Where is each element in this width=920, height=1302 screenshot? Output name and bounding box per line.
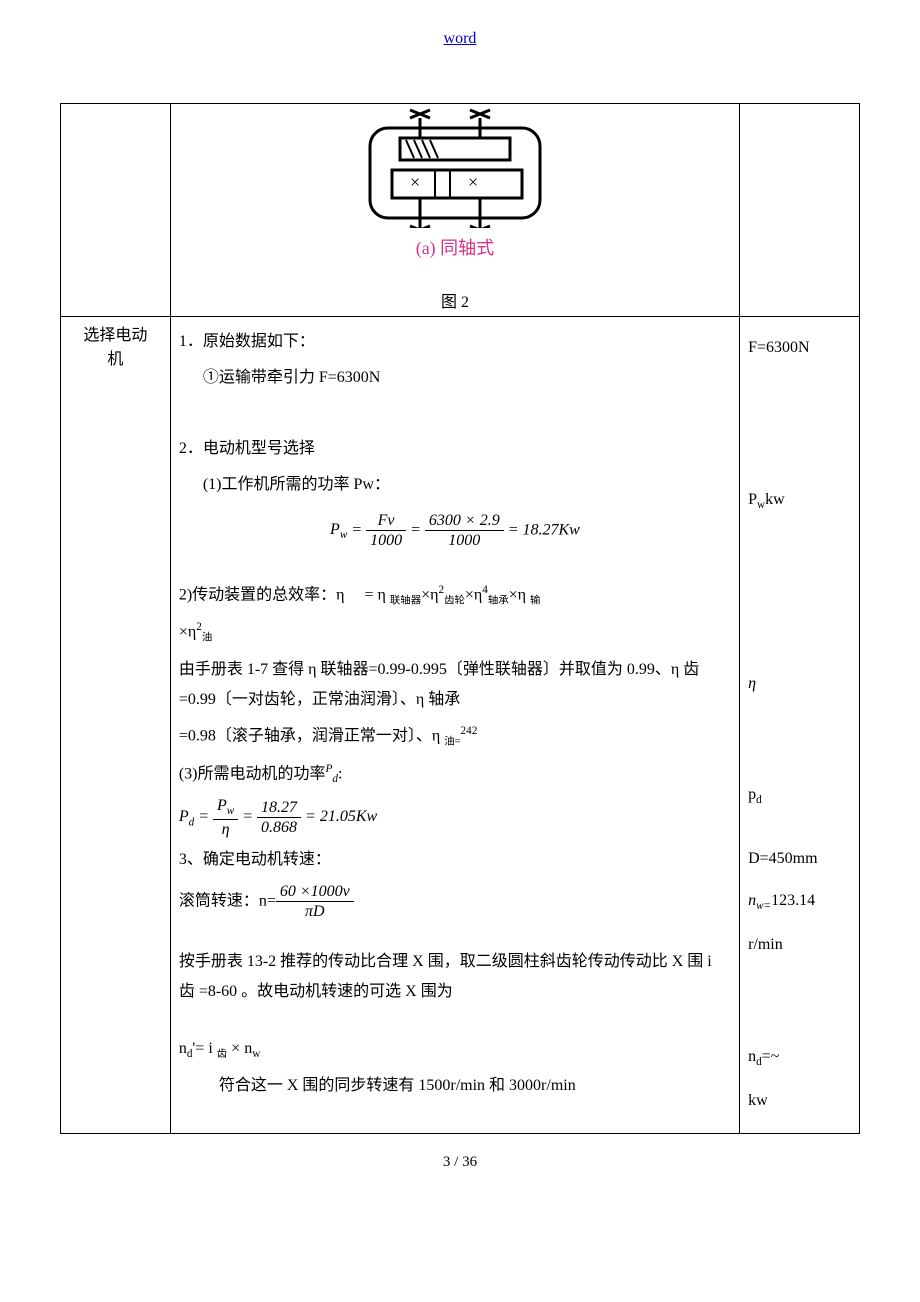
pd-formula: Pd = Pwη = 18.270.868 = 21.05Kw <box>179 796 731 839</box>
p-nd-formula: nd'= i 齿 × nw <box>179 1034 731 1065</box>
p-original-data: 1．原始数据如下： <box>179 327 731 357</box>
row2-col-right: F=6300N Pwkw η pd D=450mm nw=123.14 r/mi… <box>740 317 860 1134</box>
p-force: ①运输带牵引力 F=6300N <box>179 363 731 393</box>
r-force: F=6300N <box>748 335 851 361</box>
section-heading-line1: 选择电动 <box>69 321 162 345</box>
header-link[interactable]: word <box>60 30 860 48</box>
p-pd-label: (3)所需电动机的功率Pd: <box>179 759 731 791</box>
r-eta: η <box>748 671 851 697</box>
r-d: D=450mm <box>748 846 851 872</box>
page-footer: 3 / 36 <box>60 1154 860 1171</box>
gearbox-diagram-icon: × × <box>350 108 560 228</box>
row1-col-right <box>740 104 860 317</box>
r-rmin: r/min <box>748 932 851 958</box>
p-power-pw: (1)工作机所需的功率 Pw： <box>179 470 731 500</box>
figure-caption: (a) 同轴式 <box>179 234 731 260</box>
p-speed: 3、确定电动机转速： <box>179 845 731 875</box>
r-pw: Pwkw <box>748 487 851 515</box>
p-efficiency-cont: ×η2油 <box>179 617 731 648</box>
row2-col-mid: 1．原始数据如下： ①运输带牵引力 F=6300N 2．电动机型号选择 (1)工… <box>170 317 739 1134</box>
section-heading-line2: 机 <box>69 345 162 369</box>
svg-text:×: × <box>410 172 420 192</box>
p-ratio: 按手册表 13-2 推荐的传动比合理 X 围，取二级圆柱斜齿轮传动传动比 X 围… <box>179 947 731 1008</box>
figure-label: 图 2 <box>179 288 731 312</box>
r-kw: kw <box>748 1088 851 1114</box>
p-motor-select: 2．电动机型号选择 <box>179 434 731 464</box>
r-nw: nw=123.14 <box>748 888 851 916</box>
row2-col-left: 选择电动 机 <box>61 317 171 1134</box>
r-nd: nd=~ <box>748 1044 851 1072</box>
svg-text:×: × <box>468 172 478 192</box>
p-handbook2: =0.98〔滚子轴承，润滑正常一对〕、η 油=242 <box>179 721 731 752</box>
pw-formula: Pw = Fv1000 = 6300 × 2.91000 = 18.27Kw <box>179 511 731 550</box>
p-efficiency: 2)传动装置的总效率：η = η 联轴器×η2齿轮×η4轴承×η 输 <box>179 580 731 611</box>
p-handbook: 由手册表 1-7 查得 η 联轴器=0.99-0.995〔弹性联轴器〕并取值为 … <box>179 655 731 716</box>
p-sync-speed: 符合这一 X 围的同步转速有 1500r/min 和 3000r/min <box>179 1071 731 1101</box>
p-drum-speed: 滚筒转速：n=60 ×1000vπD <box>179 882 731 921</box>
main-table: × × (a) 同轴式 图 2 选择电动 机 1．原始数据如下： ①运输带牵引力… <box>60 103 860 1134</box>
row1-col-mid: × × (a) 同轴式 图 2 <box>170 104 739 317</box>
r-pd: pd <box>748 782 851 810</box>
row1-col-left <box>61 104 171 317</box>
